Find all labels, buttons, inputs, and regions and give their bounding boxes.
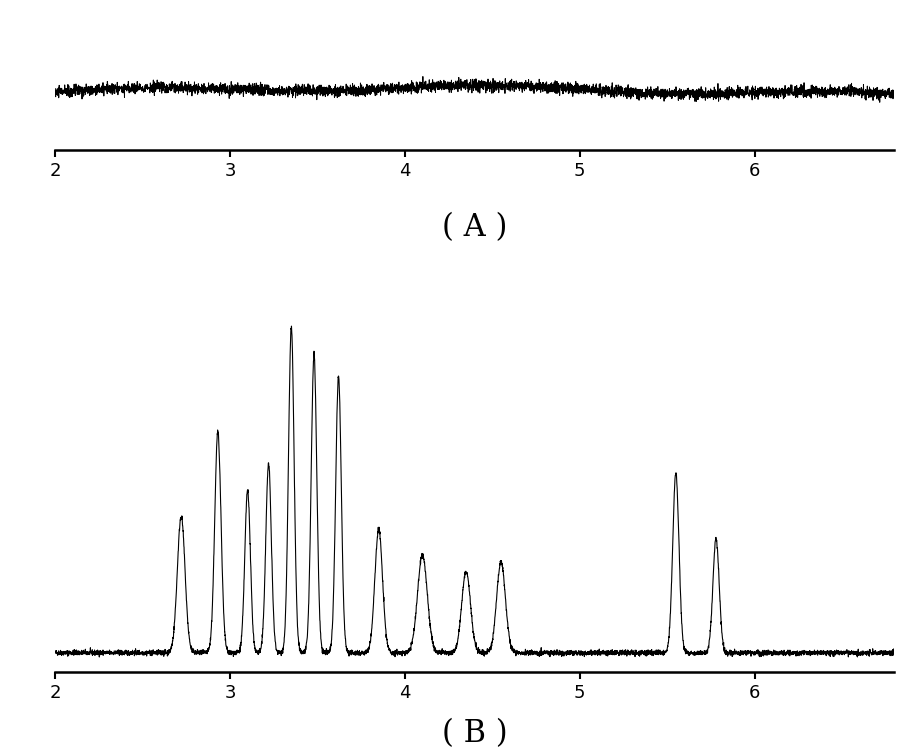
Text: ( A ): ( A ) xyxy=(443,212,507,244)
Text: ( B ): ( B ) xyxy=(442,718,508,747)
